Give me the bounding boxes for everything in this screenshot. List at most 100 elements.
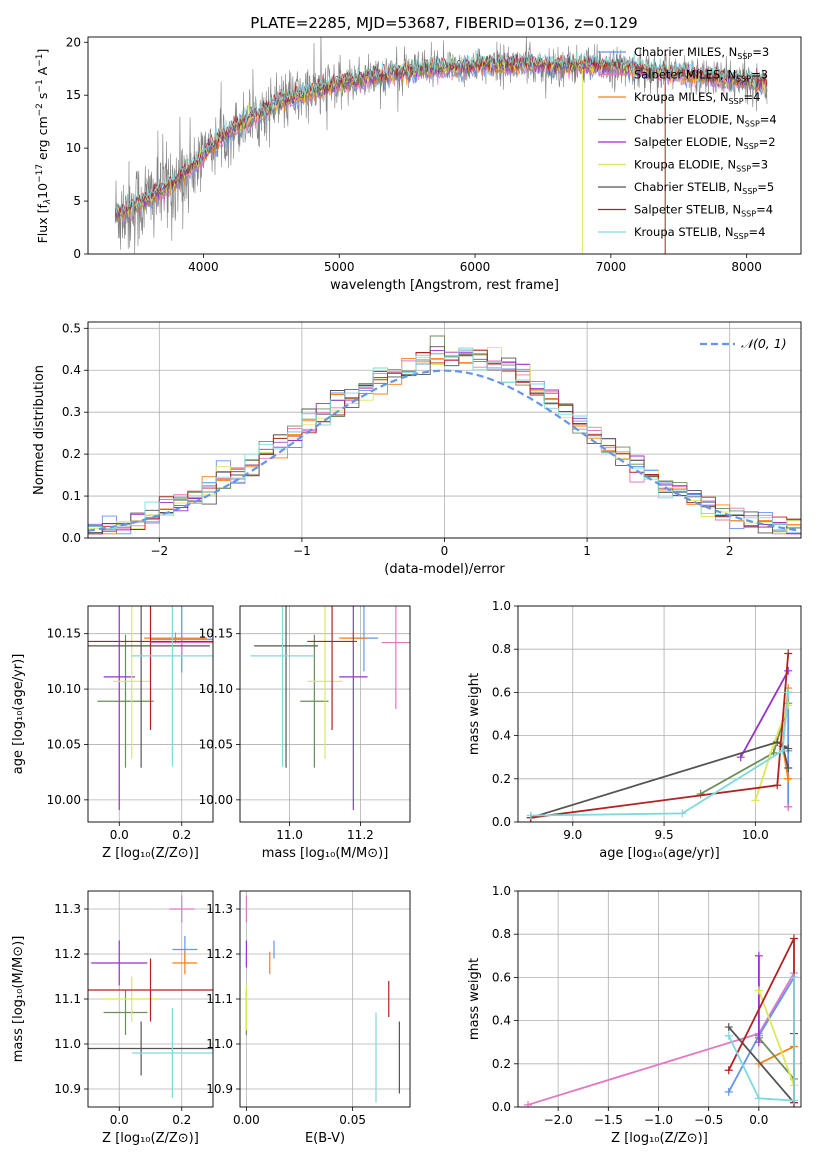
y-tick-label: 0.0 [492,815,511,829]
y-label-part: 10 [35,183,50,199]
weight-line [727,977,795,1102]
weight-marker [754,1038,763,1047]
y-tick-label: 10.15 [47,627,81,641]
weight-marker [789,1096,798,1105]
panel-weight_vs_Z: −2.0 −1.5 −1.0 −0.5 0.0 0.0 0.2 0.4 0.6 0.8 1.0 Z [… [467,884,802,1146]
plot-area [88,335,801,535]
weight-marker [754,986,763,995]
legend-value: =3 [751,158,768,172]
y-label-part: erg cm [35,116,50,164]
plot-area [524,934,798,1107]
weight-line [527,972,795,1106]
y-tick-label: 0.2 [62,447,81,461]
y-axis-label: Normed distribution [32,365,47,495]
axes-frame [517,890,802,1108]
y-axis-label: age [log₁₀(age/yr)] [11,654,26,775]
y-tick-label: 1.0 [492,884,511,898]
y-tick-label: 11.3 [206,902,233,916]
weight-marker [736,753,745,762]
y-tick-label: 0.5 [62,321,81,335]
residual-histogram-line [88,347,801,530]
x-tick-label: −0.5 [694,1113,723,1127]
y-tick-label: 11.3 [54,902,81,916]
y-tick-label: 11.2 [206,947,233,961]
plot-area [88,895,213,1098]
panel-weight_vs_age: 9.0 9.5 10.0 0.0 0.2 0.4 0.6 0.8 1.0 age [log₁₀(a… [467,599,802,861]
y-tick-label: 0.2 [492,772,511,786]
weight-marker [773,781,782,790]
y-tick-label: 10.00 [47,793,81,807]
x-tick-label: 0.0 [110,828,129,842]
legend-value: =3 [751,68,768,82]
legend-value: =4 [749,225,766,239]
panel-age_vs_Z: 0.0 0.2 10.00 10.05 10.10 10.15 Z [log₁₀(Z/Z⊙)… [11,605,214,861]
panel-age_vs_mass: 11.0 11.2 10.00 10.05 10.10 10.15 mass [log₁₀(… [199,605,411,861]
legend-value: =4 [756,203,773,217]
weight-marker [784,764,793,772]
legend-entry: Salpeter ELODIE, NSSP=2 [634,135,776,151]
weight-marker [784,744,793,753]
y-label-part: Flux [f [35,204,50,244]
weight-marker [773,738,782,747]
plot-area [245,895,400,1103]
y-tick-label: 0.6 [492,685,511,699]
y-tick-label: 10.05 [199,737,233,751]
x-tick-label: 6000 [460,260,491,274]
legend-subscript: SSP [736,75,751,84]
legend-entry: Chabrier MILES, NSSP=3 [634,45,769,61]
weight-marker [751,796,760,805]
x-tick-label: 0.2 [172,1113,191,1127]
axes-frame [239,605,411,823]
y-label-part: −2 [35,103,45,116]
weight-marker [526,811,535,820]
legend-entry: Salpeter MILES, NSSP=3 [634,68,768,84]
y-label-part: s [35,93,50,104]
x-tick-label: 8000 [731,260,762,274]
y-tick-label: 10.15 [199,627,233,641]
weight-marker [784,701,793,710]
y-tick-label: 10.00 [199,793,233,807]
legend-subscript: SSP [736,165,751,174]
x-tick-label: −1 [293,544,311,558]
axes-frame [517,605,802,823]
legend-entry: Kroupa STELIB, NSSP=4 [634,225,765,241]
model-spectrum-line [114,52,768,219]
y-tick-label: 11.2 [54,947,81,961]
legend-subscript: SSP [741,210,756,219]
x-tick-label: −2.0 [544,1113,573,1127]
y-tick-label: 5 [73,194,81,208]
x-axis-label: age [log₁₀(age/yr)] [599,846,720,861]
normal-curve [88,369,799,532]
y-tick-label: 0.3 [62,405,81,419]
x-tick-label: 5000 [324,260,355,274]
x-tick-label: 2 [726,544,734,558]
y-tick-label: 20 [66,35,81,49]
y-tick-label: 0.0 [492,1100,511,1114]
weight-marker [524,1100,533,1107]
weight-marker [789,973,798,982]
y-tick-label: 0.4 [492,729,511,743]
legend: 𝒩(0, 1) [700,336,787,351]
weight-marker [754,1094,763,1103]
grid [240,891,410,1107]
x-axis-label: Z [log₁₀(Z/Z⊙)] [611,1131,708,1146]
legend-subscript: SSP [734,232,749,241]
y-tick-label: 0.4 [62,363,81,377]
weight-line [700,702,790,795]
plot-area [526,649,793,822]
plot-area [250,606,410,810]
x-axis-label: Z [log₁₀(Z/Z⊙)] [102,846,199,861]
y-label-part: λ [43,199,53,205]
weight-marker [784,649,793,658]
y-tick-label: 0.8 [492,927,511,941]
x-axis-label: mass [log₁₀(M/M⊙)] [262,846,389,861]
legend-value: =4 [744,90,761,104]
y-label-part: ] [35,49,50,54]
weight-marker [784,688,793,697]
y-tick-label: 11.0 [54,1037,81,1051]
legend-subscript: SSP [729,97,744,106]
y-tick-label: 0 [73,247,81,261]
y-axis-label: mass weight [467,958,482,1040]
weight-marker [724,1031,733,1040]
weight-marker [724,1066,733,1075]
